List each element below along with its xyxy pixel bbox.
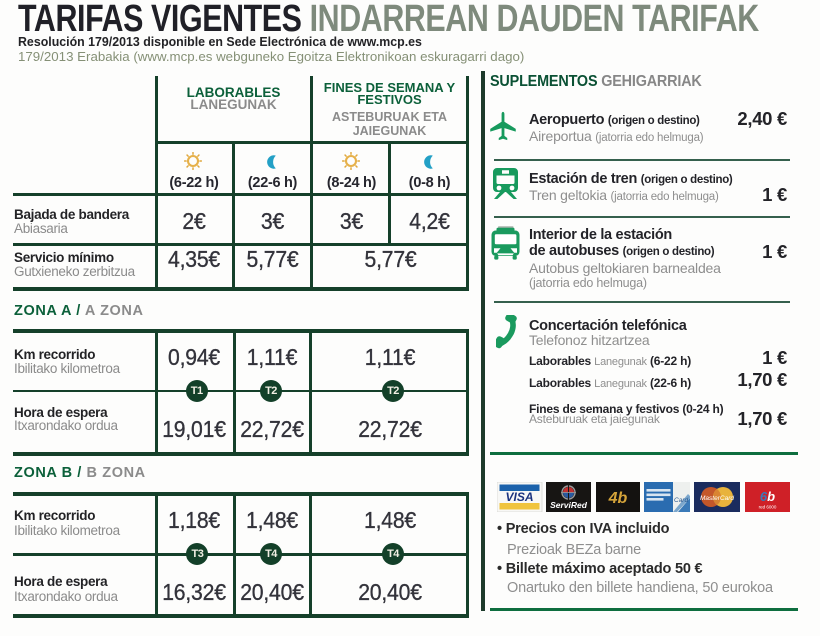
svg-text:MasterCard: MasterCard [700,495,734,502]
svg-text:ServiRed: ServiRed [550,500,588,510]
svg-text:6b: 6b [760,489,775,504]
svg-text:VISA: VISA [505,490,533,504]
svg-text:red 6000: red 6000 [759,505,777,510]
svg-text:Card: Card [674,497,688,504]
svg-text:4b: 4b [608,490,628,507]
